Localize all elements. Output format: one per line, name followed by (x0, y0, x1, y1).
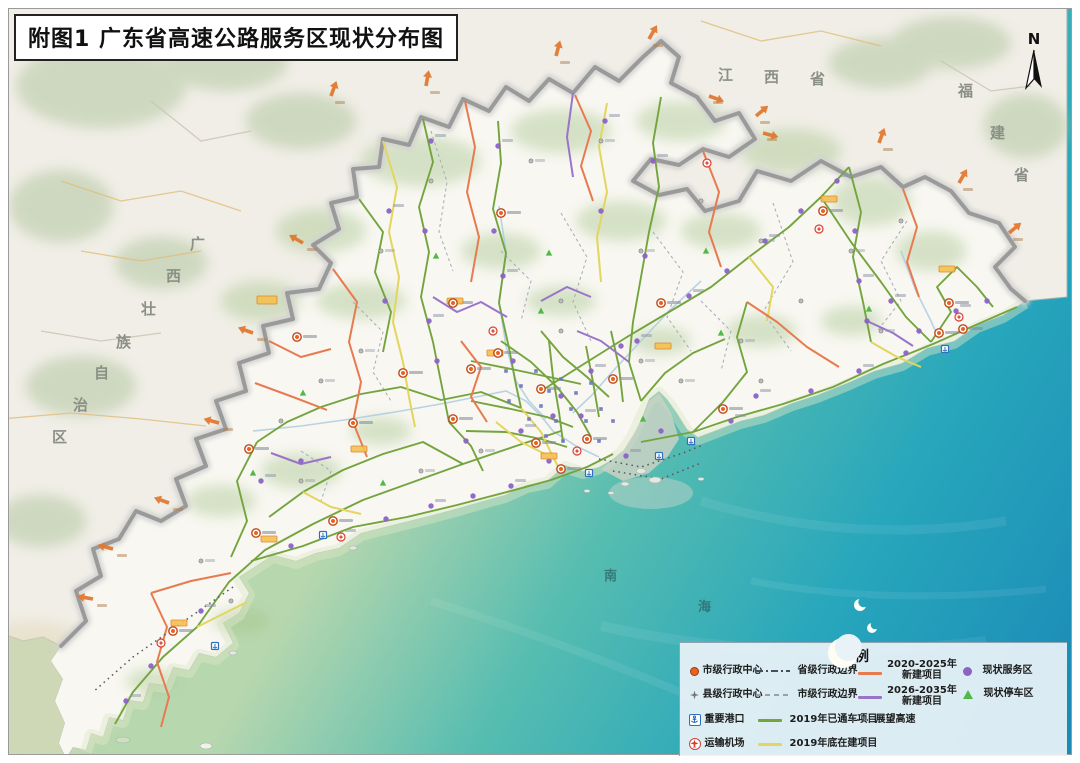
legend-item-opened-2019: 2019年已通车项目 (758, 713, 877, 727)
roads-prospective (92, 444, 704, 693)
legend-item-new-2026-swatch (858, 691, 882, 705)
airplane-icon (689, 738, 701, 750)
county-center-markers (198, 138, 904, 604)
terrain-outside (9, 17, 1068, 547)
legend-item-county-center: 县级行政中心 (690, 688, 762, 702)
shallow-water (80, 297, 1029, 754)
map-svg (9, 9, 1071, 754)
legend-item-new-2020-swatch (858, 667, 882, 681)
legend-item-city-center: 市级行政中心 (690, 664, 762, 678)
map-canvas (8, 8, 1072, 755)
city-center-icon (690, 666, 699, 676)
service-area-icon (963, 666, 972, 676)
boundary-crossing-arrows (77, 25, 1022, 602)
airport-markers (156, 158, 964, 648)
city-boundaries (300, 130, 908, 502)
legend-item-service-area: 现状服务区 (963, 664, 1032, 678)
prov-boundary-swatch (756, 670, 790, 672)
map-label-smudges (97, 44, 1023, 697)
prospective-swatch (852, 719, 868, 721)
estuary-outflow (609, 477, 693, 509)
legend-item-airport: 运输机场 (689, 737, 744, 751)
map-title-text: 附图1 广东省高速公路服务区现状分布图 (28, 27, 444, 52)
roads-outside-province (9, 20, 1032, 427)
north-arrow-icon (1024, 49, 1042, 91)
map-title: 附图1 广东省高速公路服务区现状分布图 (14, 14, 458, 61)
legend-item-city-boundary: 市级行政边界 (756, 688, 857, 702)
service-area-markers (123, 118, 990, 704)
opened-2019-swatch (758, 718, 782, 722)
port-markers (210, 344, 950, 651)
city-center-markers (168, 206, 968, 636)
guangdong-province (51, 41, 1025, 754)
legend-item-prospective: 展望高速 (852, 713, 915, 727)
roads-new-2020-2025 (150, 94, 920, 728)
legend-title: 图例 (831, 649, 879, 665)
city-boundary-swatch (756, 694, 790, 696)
county-center-icon (690, 690, 699, 700)
north-label: N (1027, 30, 1041, 48)
crescent-islands (854, 596, 880, 633)
provincial-boundary (56, 36, 1030, 651)
legend-item-parking-area: 现状停车区 (963, 687, 1033, 701)
under-constr-2019-swatch (758, 742, 782, 746)
legend-item-under-constr-2019: 2019年底在建项目 (758, 737, 877, 751)
roads-under-construction-2019 (196, 102, 922, 628)
legend-item-port: 重要港口 (689, 713, 744, 727)
islands (115, 468, 705, 750)
interchange-markers (504, 369, 615, 443)
legend: 图例 市级行政中心 县级行政中心 重要港口 运输机场 省级行政边界 市级行政边界… (679, 642, 1067, 756)
legend-item-prov-boundary: 省级行政边界 (756, 664, 857, 678)
anchor-icon (689, 714, 701, 726)
roads-new-2026-2035 (270, 92, 914, 465)
legend-item-new-2020: 2020-2025年 新建项目 (887, 659, 957, 681)
legend-item-new-2026: 2026-2035年 新建项目 (887, 685, 957, 707)
parking-area-icon (963, 689, 973, 699)
parking-area-markers (249, 247, 873, 486)
north-arrow: N (1020, 32, 1048, 96)
